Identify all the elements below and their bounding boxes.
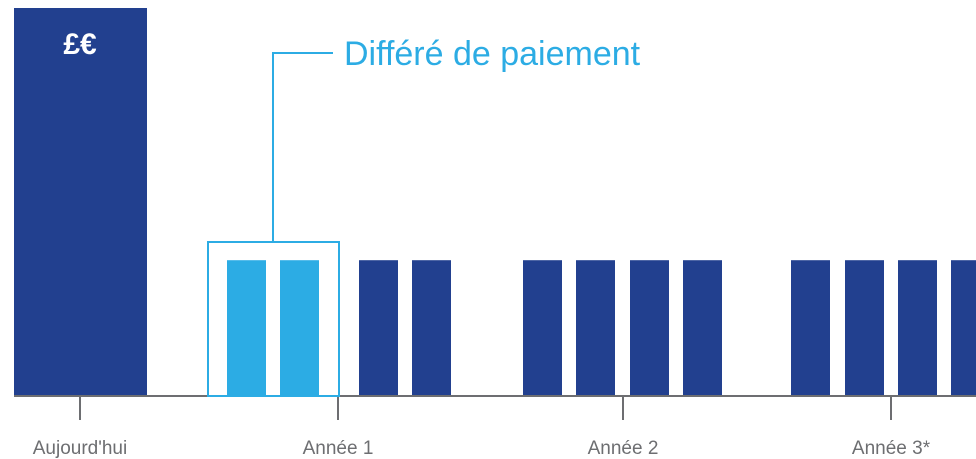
bar-11 [845,260,884,396]
bar-1 [14,8,147,396]
bar-8 [630,260,669,396]
bar-4 [359,260,398,396]
x-tick-label: Année 1 [303,438,374,459]
bar-7 [576,260,615,396]
bar-6 [523,260,562,396]
annotation-label: Différé de paiement [344,35,641,73]
bar-10 [791,260,830,396]
annotation-leader-line [272,52,333,242]
bar-5 [412,260,451,396]
bar-3 [280,260,319,396]
bar-2 [227,260,266,396]
bar-13 [951,260,976,396]
bar-9 [683,260,722,396]
x-tick-label: Année 2 [588,438,659,459]
annotation-group: Différé de paiement [207,35,641,397]
bar-12 [898,260,937,396]
bars-group [14,8,976,396]
currency-symbol-label: £€ [63,28,97,61]
x-axis-ticks: Aujourd'hui Année 1 Année 2 Année 3* [33,396,931,459]
x-tick-label: Année 3* [852,438,931,459]
x-tick-label: Aujourd'hui [33,438,127,459]
